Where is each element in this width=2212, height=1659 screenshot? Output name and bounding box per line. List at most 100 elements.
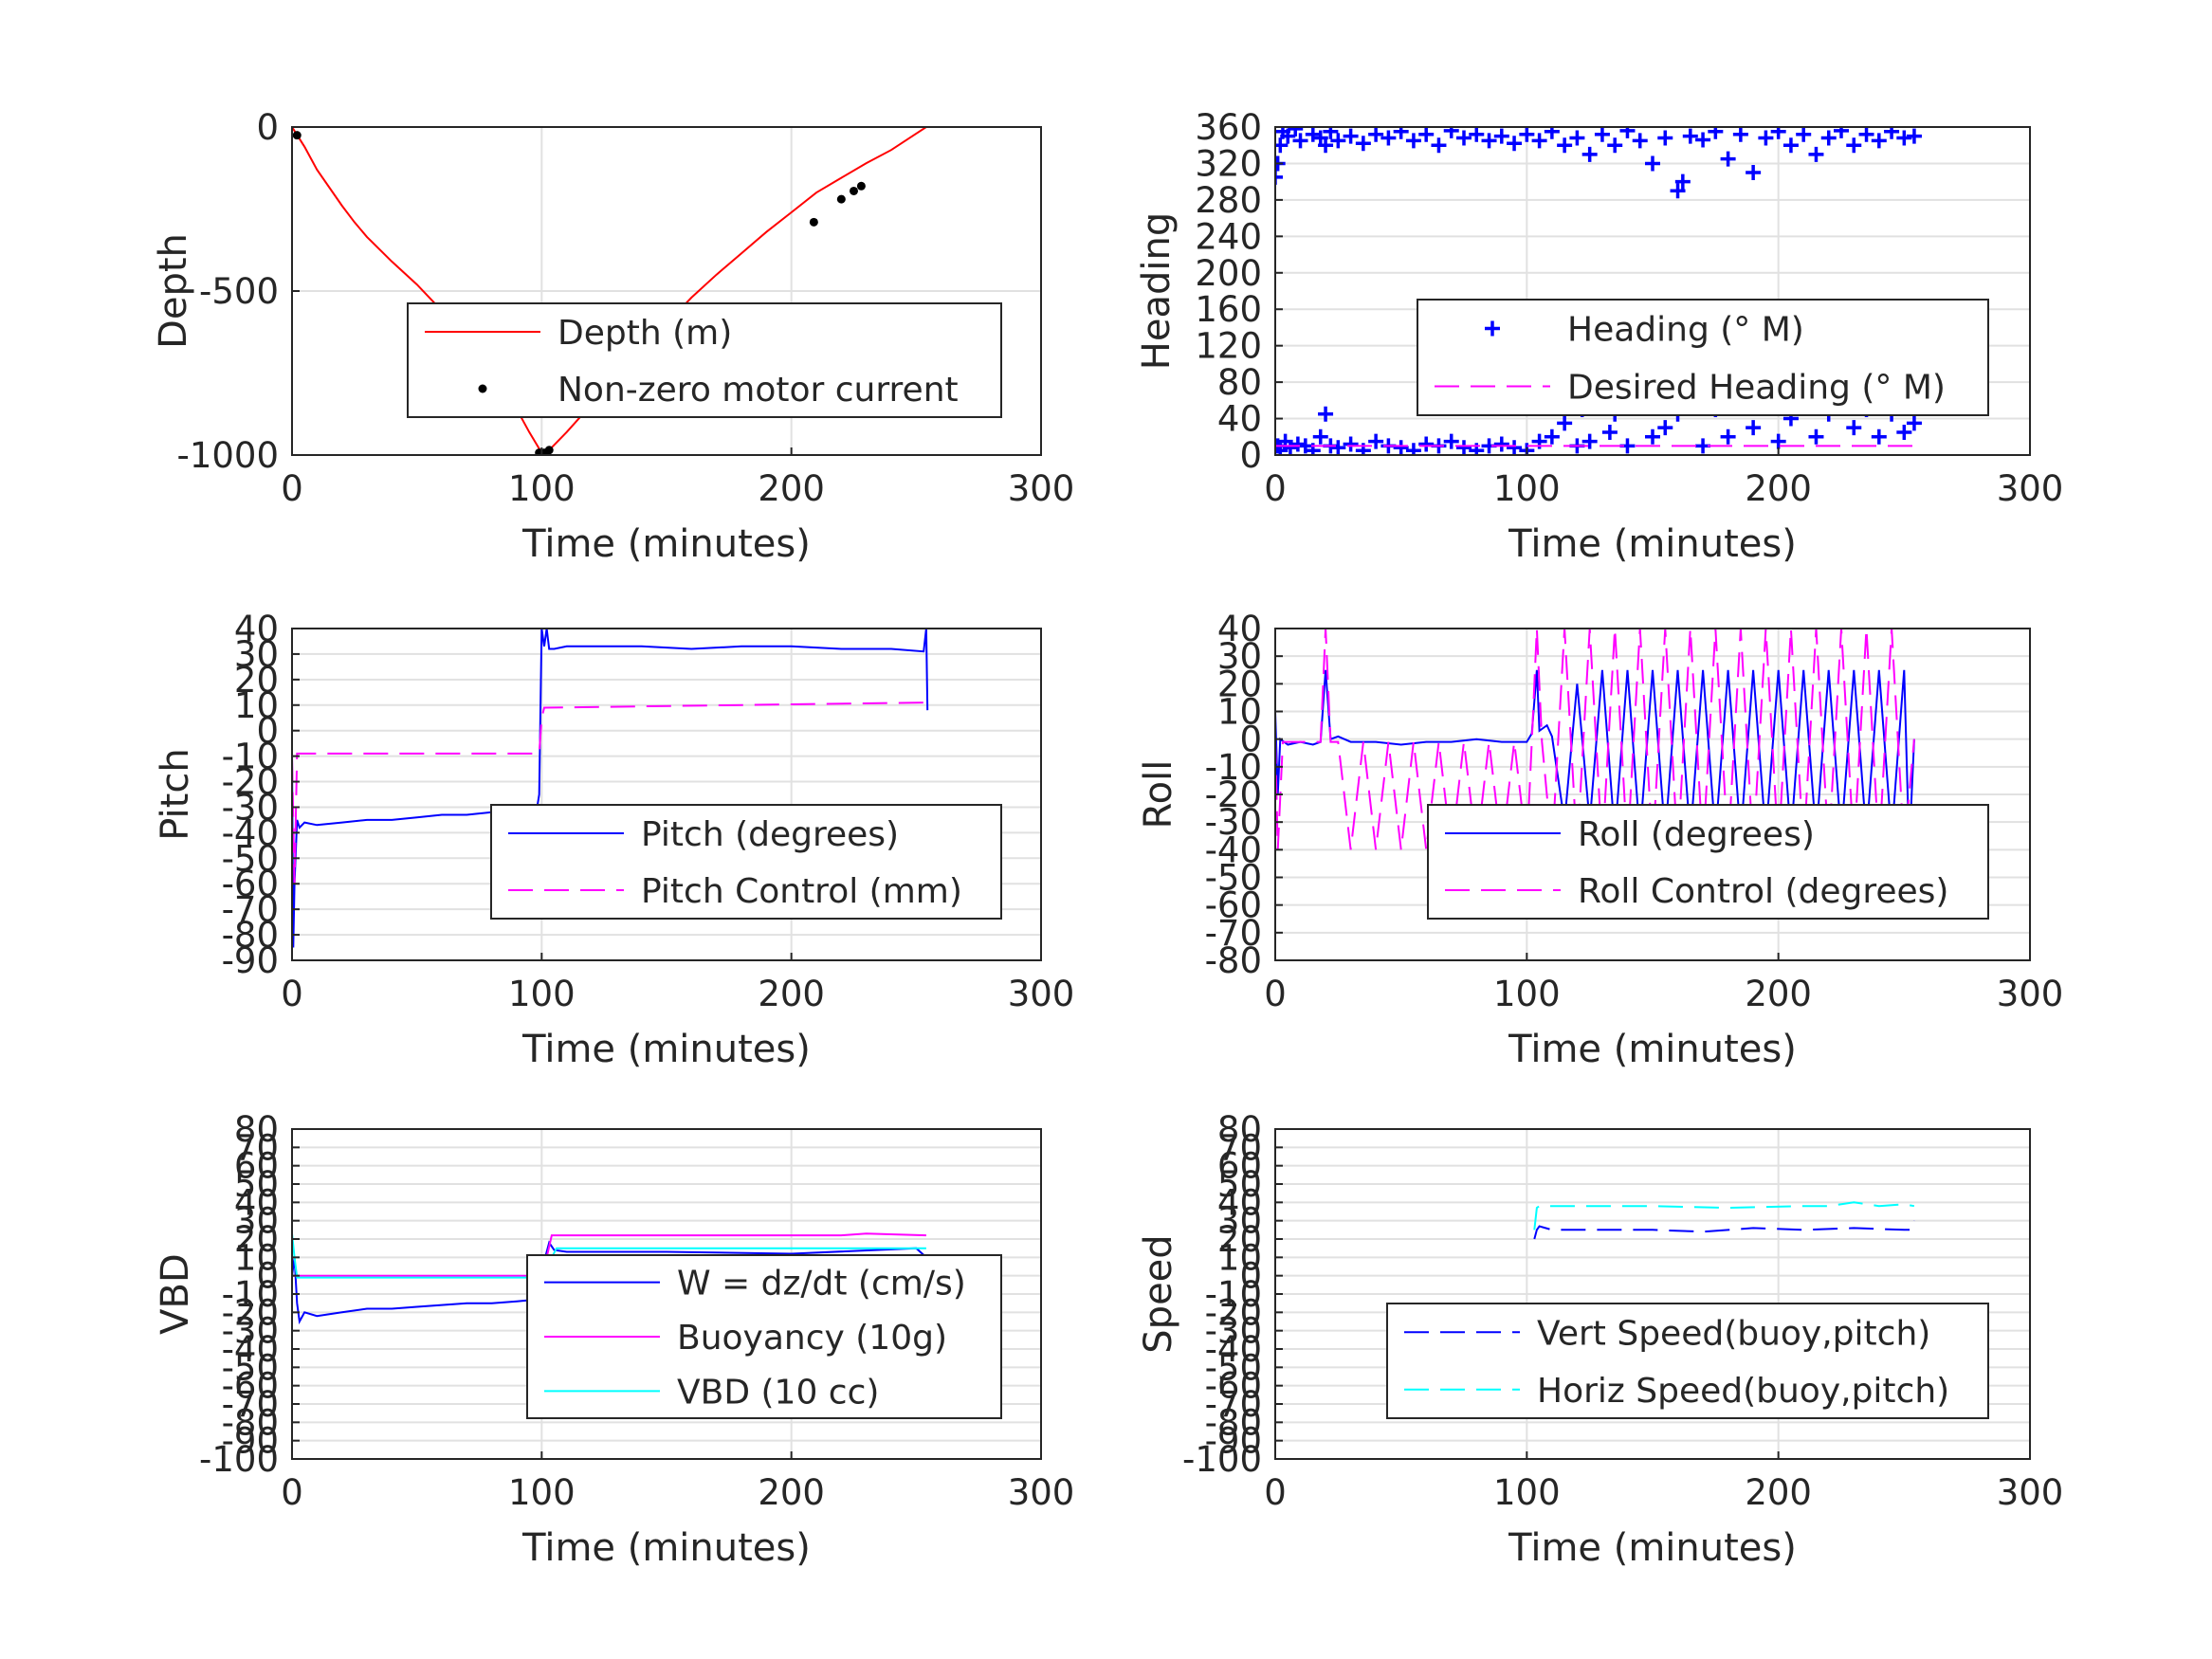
y-tick-label: -90: [222, 940, 279, 981]
y-tick-label: 20: [234, 660, 279, 701]
legend-label: W = dz/dt (cm/s): [677, 1265, 966, 1304]
y-tick-label: -70: [222, 889, 279, 930]
y-tick-label: -90: [1205, 1421, 1262, 1462]
data-point: [1906, 415, 1922, 431]
series-line-0: [1533, 1220, 1915, 1240]
data-point: [1846, 137, 1862, 154]
legend-label: Buoyancy (10g): [677, 1319, 947, 1358]
data-point: [1782, 137, 1799, 154]
data-point: [1456, 440, 1472, 455]
y-tick-label: 50: [1217, 1164, 1262, 1205]
y-tick-label: 10: [1217, 692, 1262, 733]
y-tick-label: -90: [222, 1421, 279, 1462]
y-axis-label: Pitch: [154, 748, 197, 840]
y-tick-label: -500: [199, 271, 279, 312]
data-point: [1746, 165, 1762, 181]
y-tick-label: -60: [1205, 1366, 1262, 1407]
data-point: [1770, 433, 1786, 449]
y-tick-label: 60: [1217, 1146, 1262, 1187]
data-point: [1657, 130, 1673, 146]
data-point: [1544, 428, 1560, 445]
y-tick-label: 10: [1217, 1237, 1262, 1278]
data-point: [1557, 137, 1573, 154]
legend-box: [407, 302, 1002, 418]
y-tick-label: 10: [234, 1237, 279, 1278]
data-point: [1732, 127, 1748, 142]
data-point: [1581, 146, 1598, 162]
data-point: [1380, 130, 1397, 146]
data-point: [1318, 406, 1334, 422]
y-axis-label: Depth: [152, 233, 195, 349]
subplot-speed: 0 100 200 30080706050403020100-10-20-30-40-…: [1137, 1109, 2063, 1570]
data-point: [1834, 127, 1849, 138]
data-point: [1607, 137, 1623, 154]
legend-label: Roll (degrees): [1578, 815, 1815, 854]
x-axis-label: Time (minutes): [521, 1526, 811, 1570]
x-tick-label: 200: [1745, 974, 1812, 1014]
y-tick-label: -80: [1205, 940, 1262, 981]
legend-label: Pitch Control (mm): [641, 872, 962, 911]
y-tick-label: 30: [234, 634, 279, 675]
subplot-vbd: 0 100 200 30080706050403020100-10-20-30-40-…: [154, 1109, 1074, 1570]
y-tick-label: 200: [1195, 253, 1262, 294]
data-point: [1343, 436, 1359, 452]
y-tick-label: 280: [1195, 180, 1262, 221]
y-tick-label: -40: [222, 812, 279, 853]
data-point: [1469, 127, 1485, 142]
data-point: [1770, 127, 1786, 139]
y-tick-label: -50: [1205, 858, 1262, 899]
legend-label: Depth (m): [558, 314, 732, 353]
y-tick-label: 40: [234, 1182, 279, 1223]
y-tick-label: -80: [1205, 1402, 1262, 1443]
y-tick-label: 80: [1217, 362, 1262, 403]
data-point: [1632, 133, 1648, 149]
data-point: [1323, 127, 1339, 139]
y-tick-label: 60: [234, 1146, 279, 1187]
data-point: [1645, 155, 1660, 172]
x-tick-label: 200: [758, 1472, 825, 1513]
data-point: [1418, 436, 1435, 452]
data-point: [1796, 127, 1812, 142]
subplot-pitch: 0 100 200 300403020100-10-20-30-40-50-60-70…: [154, 609, 1074, 1071]
data-point: [836, 194, 846, 204]
data-point: [1312, 428, 1328, 445]
data-point: [1443, 127, 1459, 138]
y-tick-label: -70: [1205, 913, 1262, 954]
subplot-depth: 0 100 200 300 0 -500 -1000 Time (minutes) Depth D…: [152, 107, 1074, 566]
data-point: [850, 186, 858, 195]
legend-label: Non-zero motor current: [558, 371, 959, 410]
x-axis-label: Time (minutes): [1508, 522, 1797, 566]
y-tick-label: 240: [1195, 216, 1262, 257]
y-tick-label: 70: [1217, 1127, 1262, 1168]
y-tick-label: -40: [1205, 1329, 1262, 1370]
legend-box: [1386, 1303, 1989, 1419]
series-line-0: [292, 1240, 927, 1325]
x-tick-label: 100: [508, 974, 576, 1014]
x-tick-label: 300: [1997, 1472, 2064, 1513]
x-axis-label: Time (minutes): [521, 1028, 811, 1071]
data-point: [1289, 436, 1306, 452]
y-tick-label: -50: [1205, 1347, 1262, 1388]
y-tick-label: -10: [222, 1274, 279, 1315]
data-point: [1695, 132, 1711, 148]
y-tick-label: 30: [1217, 636, 1262, 677]
y-tick-label: 20: [1217, 664, 1262, 704]
data-point: [1288, 127, 1304, 137]
data-point: [1846, 420, 1862, 436]
data-point: [856, 181, 866, 191]
legend-label: Horiz Speed(buoy,pitch): [1537, 1372, 1949, 1411]
legend-label: Pitch (degrees): [641, 815, 899, 854]
data-point: [1431, 137, 1447, 154]
data-point: [1393, 127, 1409, 139]
x-axis-label: Time (minutes): [1508, 1028, 1797, 1071]
data-point: [1670, 183, 1686, 199]
data-point: [1544, 127, 1560, 139]
x-tick-label: 200: [758, 974, 825, 1014]
y-tick-label: -30: [1205, 802, 1262, 843]
y-axis-label: Heading: [1135, 212, 1179, 370]
y-tick-label: 40: [1217, 399, 1262, 440]
data-point: [1292, 133, 1308, 149]
legend-swatch: [1485, 320, 1500, 337]
y-tick-label: 0: [256, 1256, 279, 1297]
